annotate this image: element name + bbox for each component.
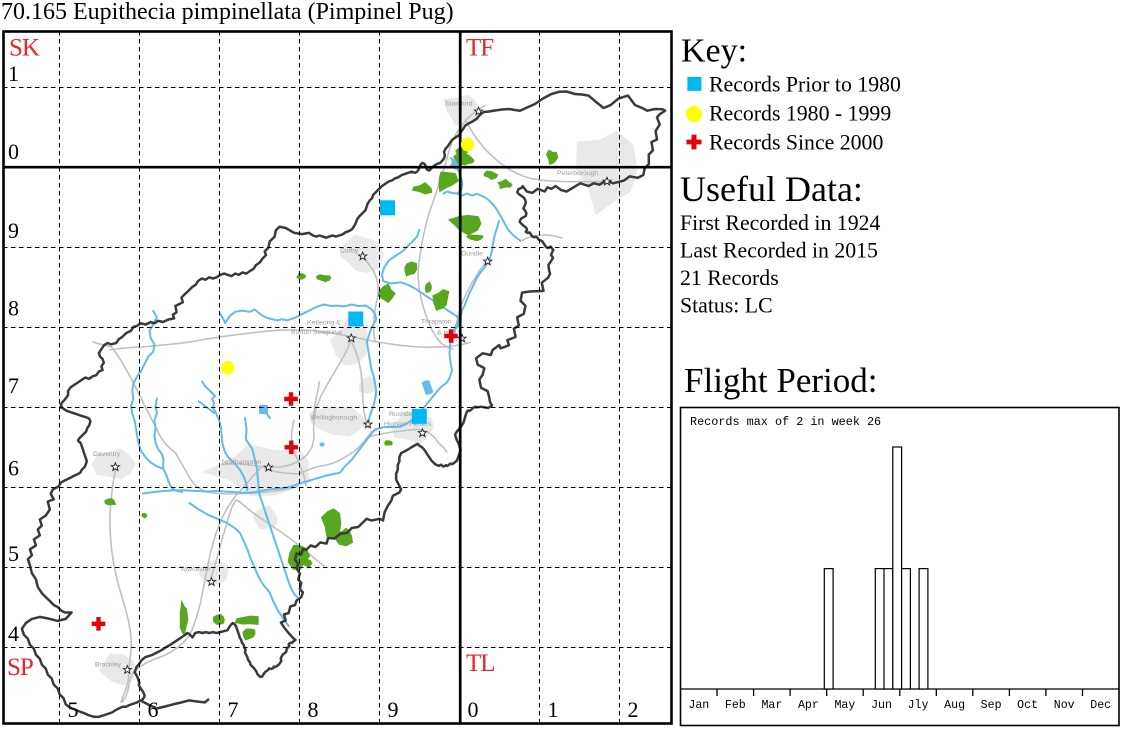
svg-text:Key:: Key:: [681, 33, 747, 70]
svg-text:Kettering &: Kettering &: [307, 319, 341, 326]
svg-text:SP: SP: [7, 654, 33, 681]
svg-text:Rushden &: Rushden &: [389, 411, 423, 418]
svg-text:Wellingborough: Wellingborough: [310, 414, 357, 421]
svg-text:6: 6: [8, 456, 19, 481]
svg-text:0: 0: [8, 139, 19, 164]
svg-text:Dec: Dec: [1090, 699, 1111, 712]
svg-text:Burton Seagrave: Burton Seagrave: [291, 329, 342, 336]
svg-text:9: 9: [8, 218, 19, 243]
svg-text:Useful Data:: Useful Data:: [680, 169, 863, 209]
svg-text:Peterborough: Peterborough: [557, 170, 598, 177]
svg-text:TL: TL: [466, 650, 495, 677]
svg-text:Jly: Jly: [908, 699, 929, 712]
svg-text:6: 6: [148, 697, 159, 722]
svg-text:TF: TF: [466, 35, 493, 62]
svg-text:Apr: Apr: [798, 699, 819, 712]
svg-text:7: 7: [8, 373, 19, 398]
svg-text:2: 2: [628, 697, 639, 722]
svg-text:SK: SK: [9, 35, 40, 62]
svg-text:Mar: Mar: [761, 699, 782, 712]
svg-text:Nov: Nov: [1054, 699, 1075, 712]
svg-text:Towcester: Towcester: [180, 566, 211, 573]
svg-text:Feb: Feb: [725, 699, 746, 712]
svg-text:5: 5: [8, 541, 19, 566]
svg-text:Jun: Jun: [871, 699, 892, 712]
svg-text:First Recorded in 1924: First Recorded in 1924: [680, 211, 880, 235]
svg-text:1: 1: [8, 61, 19, 86]
svg-text:& Islip: & Islip: [437, 329, 456, 336]
svg-text:9: 9: [388, 697, 399, 722]
svg-text:8: 8: [308, 697, 319, 722]
svg-text:0: 0: [468, 697, 479, 722]
svg-text:8: 8: [8, 296, 19, 321]
svg-text:Thrapston: Thrapston: [421, 318, 452, 325]
svg-text:21 Records: 21 Records: [680, 266, 779, 290]
svg-text:Status: LC: Status: LC: [680, 294, 773, 318]
svg-text:1: 1: [548, 697, 559, 722]
svg-text:Northampton: Northampton: [222, 459, 262, 466]
svg-text:Aug: Aug: [944, 699, 965, 712]
svg-text:May: May: [834, 699, 855, 712]
svg-text:4: 4: [8, 621, 19, 646]
svg-text:Daventry: Daventry: [93, 451, 121, 458]
svg-text:Flight Period:: Flight Period:: [684, 361, 878, 400]
svg-text:Brackley: Brackley: [95, 661, 122, 668]
svg-text:Last Recorded in 2015: Last Recorded in 2015: [680, 239, 878, 263]
svg-text:Oct: Oct: [1017, 699, 1038, 712]
svg-text:Higham Ferrers: Higham Ferrers: [384, 421, 432, 428]
svg-text:Jan: Jan: [688, 699, 709, 712]
svg-text:Corby: Corby: [340, 247, 359, 254]
svg-text:Records Since 2000: Records Since 2000: [709, 131, 883, 155]
svg-text:7: 7: [228, 697, 239, 722]
svg-text:5: 5: [68, 697, 79, 722]
svg-text:Sep: Sep: [981, 699, 1002, 712]
svg-text:Records Prior to 1980: Records Prior to 1980: [709, 73, 901, 97]
svg-text:Records max of 2 in week 26: Records max of 2 in week 26: [690, 415, 881, 429]
svg-text:Records 1980 - 1999: Records 1980 - 1999: [709, 102, 891, 126]
svg-text:Oundle: Oundle: [461, 250, 483, 257]
svg-text:70.165 Eupithecia pimpinellata: 70.165 Eupithecia pimpinellata (Pimpinel…: [1, 0, 454, 25]
